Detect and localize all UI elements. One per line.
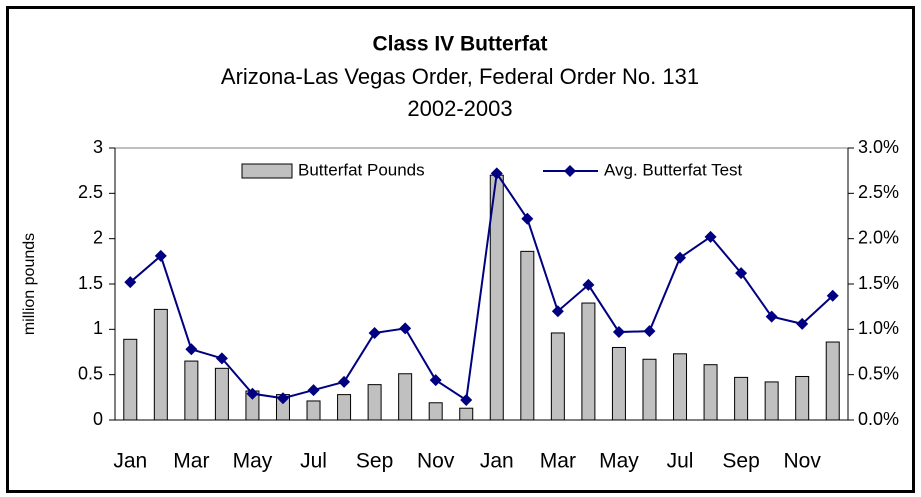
- y-tick-label: 0: [93, 409, 103, 429]
- legend-swatch: [241, 163, 293, 179]
- bar: [795, 375, 810, 421]
- marker: [582, 278, 595, 291]
- marker: [246, 387, 259, 400]
- bar: [703, 364, 718, 421]
- y2-tick-label: 2.5%: [858, 182, 899, 202]
- marker: [735, 267, 748, 280]
- y2-tick-label: 1.0%: [858, 318, 899, 338]
- y2-tick-label: 1.5%: [858, 273, 899, 293]
- x-tick-label: Mar: [540, 450, 576, 473]
- marker: [704, 230, 717, 243]
- y-tick-label: 1.5: [78, 273, 103, 293]
- x-tick-label: Jan: [480, 450, 514, 473]
- bar: [642, 358, 657, 421]
- bar: [367, 384, 382, 421]
- y-tick-label: 2.5: [78, 182, 103, 202]
- marker: [460, 394, 473, 407]
- x-tick-label: Jul: [667, 450, 694, 473]
- marker: [612, 326, 625, 339]
- y-tick-label: 2: [93, 227, 103, 247]
- bar: [184, 360, 199, 421]
- marker: [521, 212, 534, 225]
- bar: [459, 407, 474, 421]
- marker: [674, 251, 687, 264]
- x-tick-label: May: [233, 450, 273, 473]
- y-tick-label: 0.5: [78, 363, 103, 383]
- bar: [581, 302, 596, 421]
- marker: [124, 276, 137, 289]
- legend-marker: [564, 165, 576, 177]
- marker: [643, 325, 656, 338]
- marker: [826, 289, 839, 302]
- marker: [307, 384, 320, 397]
- bar: [428, 402, 443, 421]
- chart-subtitle: Arizona-Las Vegas Order, Federal Order N…: [221, 64, 699, 89]
- legend-label: Butterfat Pounds: [298, 160, 425, 179]
- line: [129, 170, 834, 402]
- y-tick-label: 3: [93, 137, 103, 157]
- bar: [306, 400, 321, 421]
- bar: [398, 373, 413, 421]
- x-tick-label: Sep: [722, 450, 759, 473]
- x-tick-label: Nov: [417, 450, 455, 473]
- bar: [214, 367, 229, 421]
- chart-title: Class IV Butterfat: [372, 33, 547, 56]
- x-tick-label: May: [599, 450, 639, 473]
- marker: [796, 317, 809, 330]
- bar: [825, 341, 840, 421]
- bar: [673, 353, 688, 421]
- marker: [185, 343, 198, 356]
- legend-label: Avg. Butterfat Test: [604, 160, 743, 179]
- x-tick-label: Jul: [300, 450, 327, 473]
- x-tick-label: Jan: [113, 450, 147, 473]
- y2-tick-label: 0.0%: [858, 409, 899, 429]
- x-tick-label: Nov: [784, 450, 822, 473]
- marker: [551, 305, 564, 318]
- marker: [338, 375, 351, 388]
- marker: [429, 374, 442, 387]
- marker: [490, 167, 503, 180]
- marker: [399, 322, 412, 335]
- y2-tick-label: 0.5%: [858, 363, 899, 383]
- bar: [123, 338, 138, 421]
- chart-subtitle: 2002-2003: [407, 96, 512, 121]
- bar: [734, 376, 749, 421]
- y2-tick-label: 2.0%: [858, 227, 899, 247]
- y2-tick-label: 3.0%: [858, 137, 899, 157]
- bar: [550, 332, 565, 421]
- y-tick-label: 1: [93, 318, 103, 338]
- x-tick-label: Mar: [173, 450, 209, 473]
- marker: [765, 310, 778, 323]
- marker: [276, 392, 289, 405]
- marker: [154, 249, 167, 262]
- bar: [520, 250, 535, 421]
- y-axis-label: million pounds: [21, 233, 38, 335]
- bar: [611, 346, 626, 421]
- marker: [368, 326, 381, 339]
- marker: [215, 352, 228, 365]
- x-tick-label: Sep: [356, 450, 393, 473]
- bar: [337, 394, 352, 421]
- bar: [153, 308, 168, 421]
- bar: [764, 381, 779, 421]
